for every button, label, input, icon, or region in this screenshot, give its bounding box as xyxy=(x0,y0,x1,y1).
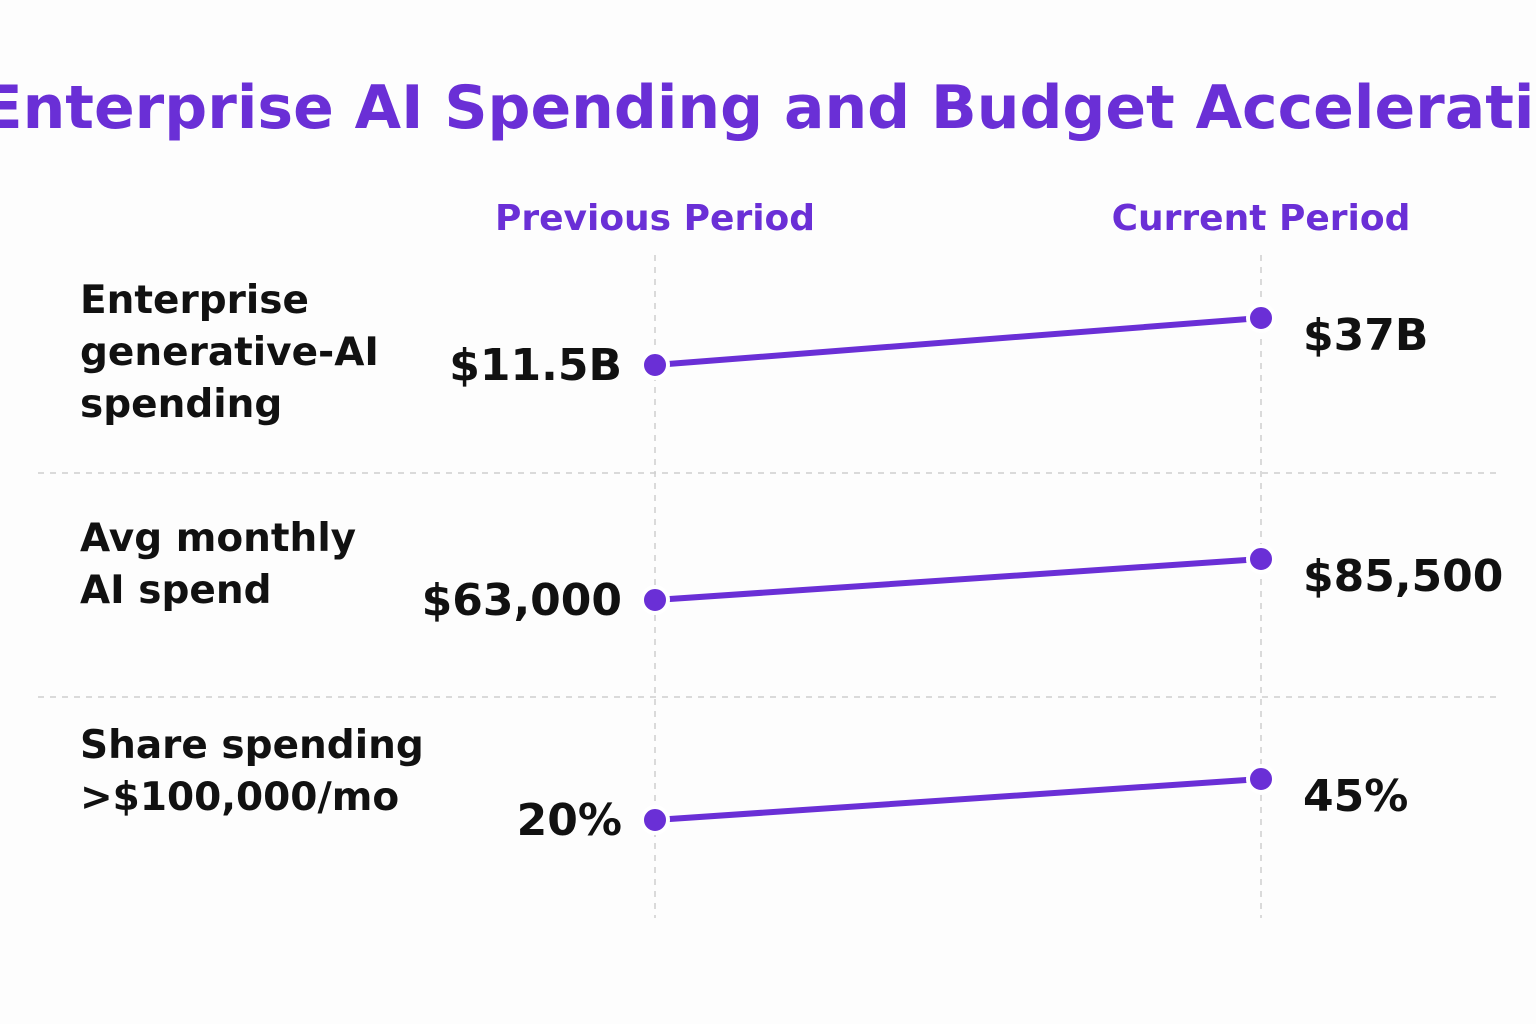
metric-label-line: spending xyxy=(80,382,282,427)
previous-value-label: $11.5B xyxy=(449,340,622,391)
metric-label-line: generative-AI xyxy=(80,330,379,375)
metric-rows: Enterprise generative-AI spending $11.5B $37… xyxy=(80,278,1503,846)
metric-label-line: AI spend xyxy=(80,568,272,613)
metric-label-line: Enterprise xyxy=(80,278,309,323)
metric-label-line: Avg monthly xyxy=(80,516,356,561)
previous-value-label: 20% xyxy=(517,795,622,846)
current-value-label: $37B xyxy=(1303,310,1428,361)
current-value-dot xyxy=(1246,544,1276,574)
previous-value-label: $63,000 xyxy=(422,575,622,626)
slope-line xyxy=(652,776,1264,823)
period-header-current: Current Period xyxy=(1112,198,1411,239)
slope-line xyxy=(652,315,1264,368)
metric-row-1: Enterprise generative-AI spending $11.5B $37… xyxy=(80,278,1428,427)
metric-label-line: >$100,000/mo xyxy=(80,775,399,820)
current-value-label: $85,500 xyxy=(1303,551,1503,602)
previous-value-dot xyxy=(640,805,670,835)
metric-label-line: Share spending xyxy=(80,723,424,768)
previous-value-dot xyxy=(640,585,670,615)
slope-line xyxy=(652,556,1264,603)
current-value-label: 45% xyxy=(1303,771,1408,822)
previous-value-dot xyxy=(640,350,670,380)
metric-row-2: Avg monthly AI spend $63,000 $85,500 xyxy=(80,516,1503,626)
current-value-dot xyxy=(1246,764,1276,794)
metric-row-3: Share spending >$100,000/mo 20% 45% xyxy=(80,723,1408,846)
period-header-previous: Previous Period xyxy=(495,198,815,239)
period-headers: Previous Period Current Period xyxy=(495,198,1410,239)
current-value-dot xyxy=(1246,303,1276,333)
chart-title: Enterprise AI Spending and Budget Accele… xyxy=(0,73,1536,143)
